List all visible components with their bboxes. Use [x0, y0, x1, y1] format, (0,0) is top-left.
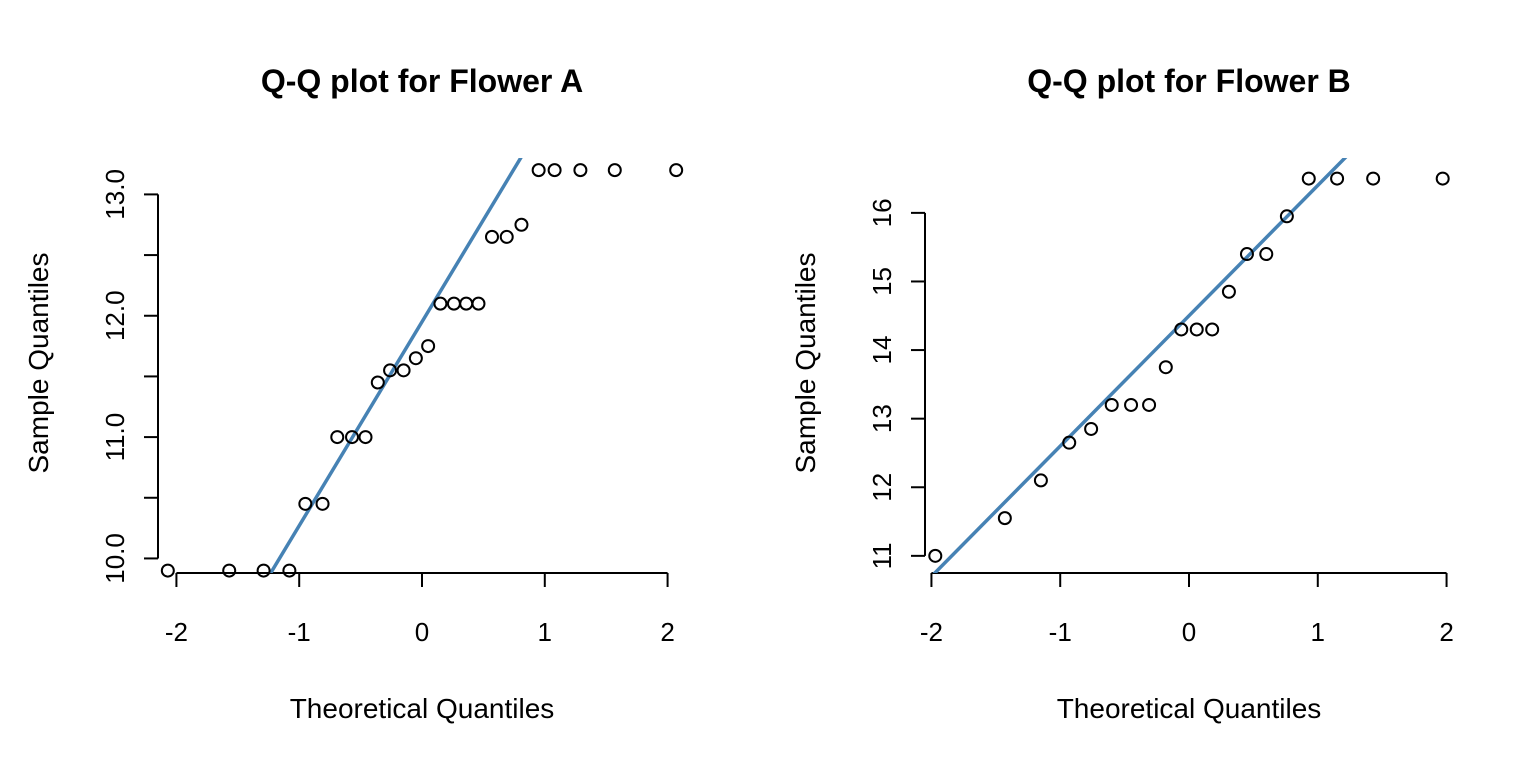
data-point — [669, 163, 684, 178]
y-tick-label: 12.0 — [100, 290, 130, 341]
x-tick-label: -1 — [288, 617, 311, 647]
x-tick-label: 2 — [1439, 617, 1453, 647]
x-tick-label: -2 — [920, 617, 943, 647]
data-point — [1174, 322, 1189, 337]
data-point — [330, 430, 345, 445]
plot-marks: -2 -1 0 1 2 10.0 11.0 12.0 13.0 — [100, 158, 684, 647]
data-point — [1435, 171, 1450, 186]
qq-reference-line — [932, 158, 1348, 573]
data-point — [256, 563, 271, 578]
data-point — [547, 163, 562, 178]
data-point — [1104, 397, 1119, 412]
chart-title: Q-Q plot for Flower A — [261, 63, 583, 99]
data-point — [1205, 322, 1220, 337]
data-point — [1062, 435, 1077, 450]
data-point — [358, 430, 373, 445]
data-point — [446, 296, 461, 311]
data-point — [1142, 397, 1157, 412]
data-point — [298, 496, 313, 511]
data-point — [421, 339, 436, 354]
y-tick-label: 11 — [867, 542, 897, 569]
x-tick-label: 0 — [415, 617, 429, 647]
data-point — [573, 163, 588, 178]
data-point — [396, 363, 411, 378]
y-tick-label: 10.0 — [100, 533, 130, 584]
qq-reference-line — [268, 158, 523, 573]
data-point — [1158, 360, 1173, 375]
data-point — [1366, 171, 1381, 186]
y-tick-label: 13.0 — [100, 169, 130, 220]
data-point — [345, 430, 360, 445]
data-point — [928, 548, 943, 563]
data-point — [484, 229, 499, 244]
y-tick-label: 11.0 — [100, 413, 130, 462]
data-point — [607, 163, 622, 178]
data-point — [514, 217, 529, 232]
x-axis-label: Theoretical Quantiles — [290, 693, 555, 724]
qq-panel-flower-b: Q-Q plot for Flower B Theoretical Quanti… — [790, 63, 1454, 724]
chart-title: Q-Q plot for Flower B — [1027, 63, 1351, 99]
x-tick-label: 1 — [538, 617, 552, 647]
data-point — [383, 363, 398, 378]
data-point — [499, 229, 514, 244]
y-axis-label: Sample Quantiles — [23, 252, 54, 473]
y-axis-label: Sample Quantiles — [790, 252, 821, 473]
data-point — [370, 375, 385, 390]
x-tick-label: 0 — [1182, 617, 1196, 647]
x-axis-label: Theoretical Quantiles — [1057, 693, 1322, 724]
data-point — [997, 511, 1012, 526]
x-tick-label: 2 — [660, 617, 674, 647]
data-point — [1279, 209, 1294, 224]
y-tick-label: 13 — [867, 404, 897, 433]
data-point — [1330, 171, 1345, 186]
data-point — [222, 563, 237, 578]
data-point — [282, 563, 297, 578]
data-point — [433, 296, 448, 311]
data-point — [1084, 421, 1099, 436]
data-point — [315, 496, 330, 511]
qq-panel-flower-a: Q-Q plot for Flower A Theoretical Quanti… — [23, 63, 684, 724]
data-point — [1124, 397, 1139, 412]
y-tick-label: 15 — [867, 267, 897, 296]
data-point — [160, 563, 175, 578]
y-tick-label: 14 — [867, 336, 897, 365]
x-tick-label: 1 — [1311, 617, 1325, 647]
data-point — [1221, 284, 1236, 299]
x-tick-label: -2 — [165, 617, 188, 647]
y-tick-label: 16 — [867, 198, 897, 227]
data-point — [1189, 322, 1204, 337]
data-point — [408, 351, 423, 366]
data-point — [459, 296, 474, 311]
data-point — [1239, 247, 1254, 262]
x-tick-label: -1 — [1049, 617, 1072, 647]
data-point — [1301, 171, 1316, 186]
data-point — [1033, 473, 1048, 488]
data-point — [531, 163, 546, 178]
y-tick-label: 12 — [867, 473, 897, 502]
data-point — [471, 296, 486, 311]
data-point — [1259, 247, 1274, 262]
